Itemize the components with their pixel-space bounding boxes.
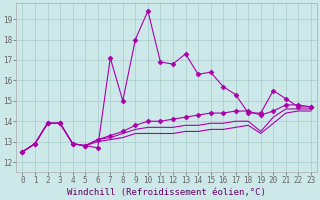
X-axis label: Windchill (Refroidissement éolien,°C): Windchill (Refroidissement éolien,°C) xyxy=(67,188,266,197)
